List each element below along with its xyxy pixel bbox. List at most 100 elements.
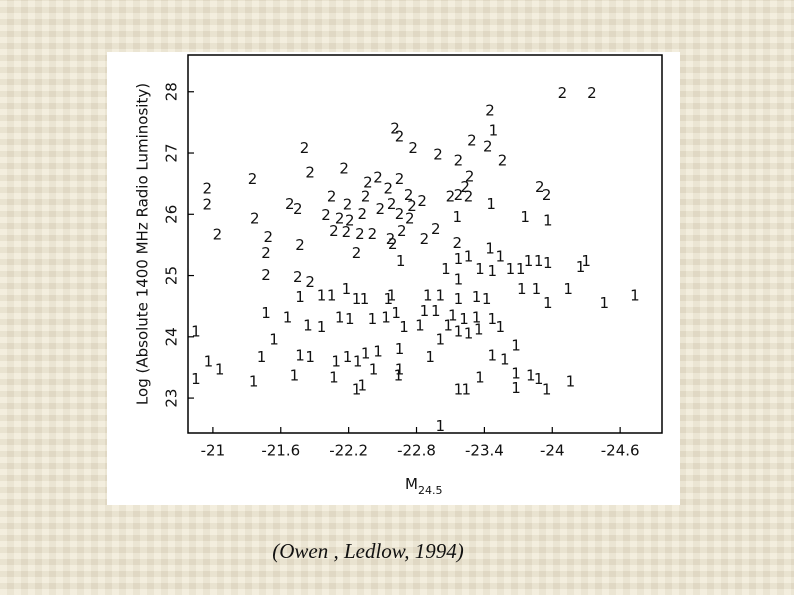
point-marker: 1	[511, 379, 521, 397]
point-marker: 2	[535, 178, 545, 196]
point-marker: 2	[329, 222, 339, 240]
y-tick-label: 25	[163, 266, 181, 285]
point-marker: 1	[452, 208, 462, 226]
x-label-subscript: 24.5	[418, 484, 443, 497]
y-axis-label: Log (Absolute 1400 MHz Radio Luminosity)	[134, 83, 152, 405]
point-marker: 1	[500, 351, 510, 369]
x-tick-label: -21	[201, 442, 226, 460]
point-marker: 2	[464, 188, 474, 206]
point-marker: 1	[269, 330, 279, 348]
point-marker: 1	[303, 316, 313, 334]
point-marker: 1	[488, 262, 498, 280]
point-marker: 1	[215, 360, 225, 378]
point-marker: 1	[534, 370, 544, 388]
point-marker: 1	[317, 318, 327, 336]
point-marker: 1	[283, 308, 293, 326]
point-marker: 2	[293, 200, 303, 218]
point-marker: 1	[459, 310, 469, 328]
point-marker: 1	[435, 286, 445, 304]
point-marker: 2	[373, 169, 383, 187]
point-marker: 2	[460, 178, 470, 196]
point-marker: 2	[335, 210, 345, 228]
point-marker: 1	[342, 280, 352, 298]
point-marker: 2	[321, 206, 331, 224]
point-marker: 2	[261, 266, 271, 284]
point-marker: 2	[213, 226, 223, 244]
point-marker: 1	[534, 252, 544, 270]
point-marker: 1	[295, 288, 305, 306]
point-marker: 1	[396, 252, 406, 270]
point-marker: 2	[339, 159, 349, 177]
point-marker: 2	[395, 128, 405, 146]
y-tick-label: 26	[163, 205, 181, 224]
point-marker: 2	[431, 220, 441, 238]
point-marker: 2	[465, 167, 475, 185]
point-marker: 2	[388, 235, 398, 253]
point-marker: 2	[395, 170, 405, 188]
point-marker: 1	[448, 306, 458, 324]
x-tick-label: -22.2	[329, 442, 368, 460]
point-marker: 1	[352, 290, 362, 308]
y-tick-label: 28	[163, 82, 181, 101]
point-marker: 2	[202, 180, 212, 198]
point-marker: 2	[498, 151, 508, 169]
point-marker: 2	[345, 212, 355, 230]
point-marker: 2	[408, 139, 418, 157]
point-marker: 2	[327, 188, 337, 206]
y-tick-label: 24	[163, 327, 181, 346]
point-marker: 1	[295, 346, 305, 364]
point-marker: 1	[563, 280, 573, 298]
point-marker: 1	[361, 344, 371, 362]
point-marker: 1	[454, 381, 464, 399]
point-marker: 2	[202, 196, 212, 214]
x-tick-label: -24	[540, 442, 565, 460]
point-marker: 1	[345, 310, 355, 328]
point-marker: 1	[543, 294, 553, 312]
point-marker: 1	[517, 280, 527, 298]
point-marker: 1	[472, 288, 482, 306]
point-marker: 2	[355, 225, 365, 243]
point-marker: 1	[191, 322, 201, 340]
point-marker: 1	[475, 368, 485, 386]
point-marker: 1	[524, 252, 534, 270]
point-marker: 2	[295, 236, 305, 254]
point-marker: 1	[454, 250, 464, 268]
point-marker: 2	[285, 195, 295, 213]
plot-frame	[187, 54, 663, 434]
point-marker: 2	[467, 131, 477, 149]
point-marker: 1	[489, 121, 499, 139]
point-marker: 1	[387, 286, 397, 304]
x-axis-label: M24.5	[405, 475, 442, 497]
point-marker: 1	[454, 322, 464, 340]
point-marker: 1	[441, 260, 451, 278]
point-marker: 1	[353, 352, 363, 370]
point-marker: 1	[472, 308, 482, 326]
point-marker: 1	[600, 294, 610, 312]
point-marker: 2	[454, 151, 464, 169]
point-marker: 1	[331, 352, 341, 370]
point-marker: 1	[391, 304, 401, 322]
caption: (Owen , Ledlow, 1994)	[272, 539, 464, 563]
point-marker: 1	[464, 324, 474, 342]
point-marker: 2	[397, 222, 407, 240]
point-marker: 1	[425, 348, 435, 366]
point-marker: 1	[329, 368, 339, 386]
point-marker: 2	[446, 188, 456, 206]
point-marker: 2	[248, 170, 258, 188]
point-marker: 2	[352, 244, 362, 262]
point-marker: 2	[305, 164, 315, 182]
point-marker: 2	[395, 205, 405, 223]
point-marker: 1	[317, 286, 327, 304]
point-marker: 1	[462, 381, 472, 399]
point-marker: 2	[485, 101, 495, 119]
point-marker: 1	[488, 310, 498, 328]
point-marker: 1	[495, 248, 505, 266]
point-marker: 1	[327, 286, 337, 304]
point-marker: 1	[488, 346, 498, 364]
point-marker: 2	[250, 210, 260, 228]
point-marker: 1	[454, 270, 464, 288]
point-marker: 2	[363, 174, 373, 192]
point-marker: 1	[399, 318, 409, 336]
